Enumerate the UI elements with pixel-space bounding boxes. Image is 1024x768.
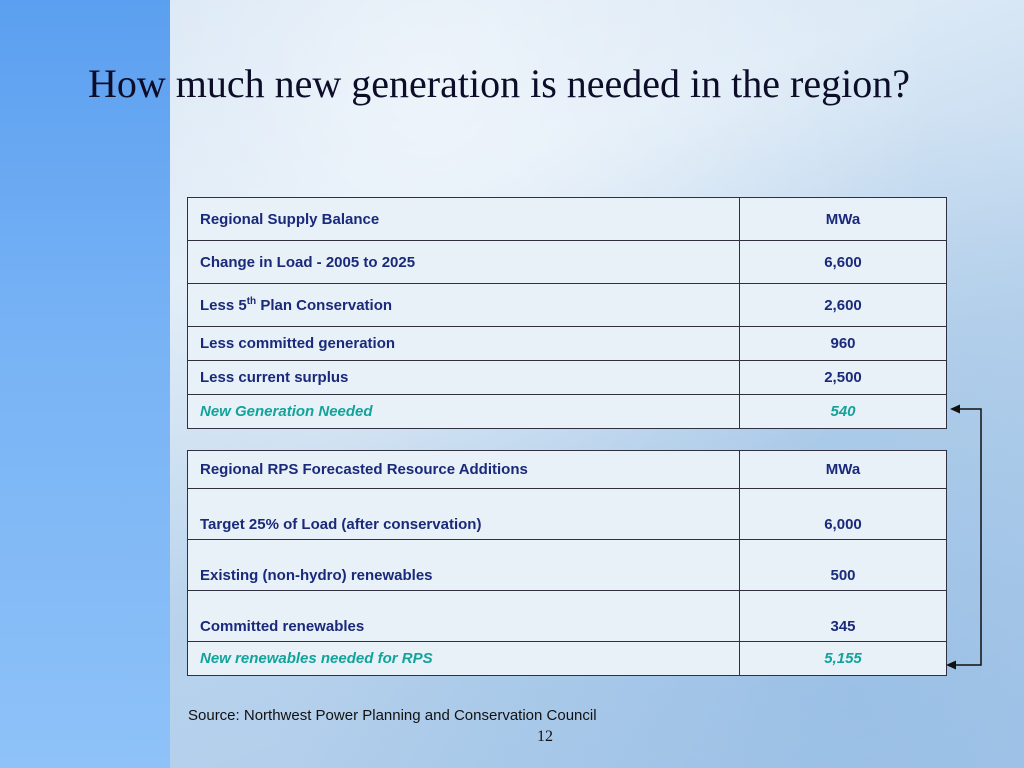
- result-row: New Generation Needed 540: [187, 394, 947, 429]
- row-label-superscript: th: [246, 295, 257, 307]
- row-label-post: Plan Conservation: [256, 296, 393, 314]
- rps-additions-table: Regional RPS Forecasted Resource Additio…: [187, 450, 947, 676]
- result-row: New renewables needed for RPS 5,155: [187, 641, 947, 676]
- table-row: Change in Load - 2005 to 2025 6,600: [187, 240, 947, 284]
- source-citation: Source: Northwest Power Planning and Con…: [188, 707, 597, 724]
- header-unit: MWa: [739, 450, 947, 489]
- table-row: Less current surplus 2,500: [187, 360, 947, 395]
- row-label: Committed renewables: [187, 590, 740, 642]
- row-value: 2,500: [739, 360, 947, 395]
- slide-title: How much new generation is needed in the…: [88, 61, 910, 106]
- page-number: 12: [537, 728, 553, 745]
- connector-line: [952, 408, 982, 666]
- row-value: 6,000: [739, 488, 947, 540]
- row-label: Less current surplus: [187, 360, 740, 395]
- row-label-pre: Less 5: [200, 296, 247, 314]
- table-header-row: Regional RPS Forecasted Resource Additio…: [187, 450, 947, 489]
- header-label: Regional RPS Forecasted Resource Additio…: [187, 450, 740, 489]
- row-label: Less 5th Plan Conservation: [187, 283, 740, 327]
- row-value: 960: [739, 326, 947, 361]
- table-row: Existing (non-hydro) renewables 500: [187, 539, 947, 591]
- left-accent-band: [0, 0, 170, 768]
- header-unit: MWa: [739, 197, 947, 241]
- table-row: Less committed generation 960: [187, 326, 947, 361]
- supply-balance-table: Regional Supply Balance MWa Change in Lo…: [187, 197, 947, 429]
- result-label: New renewables needed for RPS: [187, 641, 740, 676]
- table-row: Committed renewables 345: [187, 590, 947, 642]
- row-label: Existing (non-hydro) renewables: [187, 539, 740, 591]
- arrowhead-top-icon: [950, 404, 960, 414]
- table-header-row: Regional Supply Balance MWa: [187, 197, 947, 241]
- row-value: 6,600: [739, 240, 947, 284]
- row-label: Change in Load - 2005 to 2025: [187, 240, 740, 284]
- result-value: 540: [739, 394, 947, 429]
- table-row: Target 25% of Load (after conservation) …: [187, 488, 947, 540]
- row-value: 500: [739, 539, 947, 591]
- row-label: Less committed generation: [187, 326, 740, 361]
- result-value: 5,155: [739, 641, 947, 676]
- arrowhead-bottom-icon: [946, 660, 956, 670]
- row-label: Target 25% of Load (after conservation): [187, 488, 740, 540]
